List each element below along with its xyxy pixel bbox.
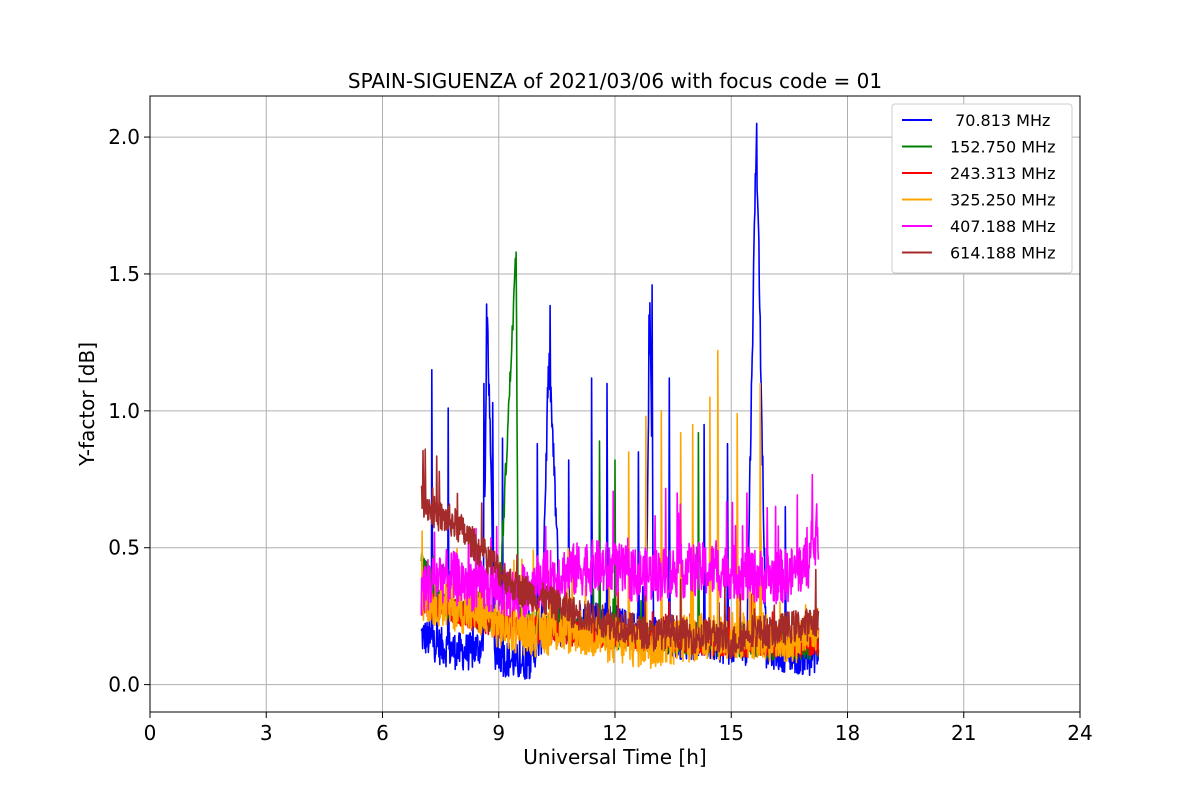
series-line [420, 473, 820, 620]
x-tick-label: 9 [492, 721, 505, 745]
series-layer [420, 122, 820, 680]
legend-box [891, 103, 1073, 274]
legend-label: 70.813 MHz [950, 111, 1050, 130]
legend: 70.813 MHz 152.750 MHz 243.313 MHz 325.250 … [891, 103, 1073, 274]
y-tick-label: 1.0 [108, 399, 140, 423]
y-axis: 0.0 0.5 1.0 1.5 2.0 [108, 125, 150, 697]
x-tick-label: 3 [260, 721, 273, 745]
x-tick-label: 18 [835, 721, 860, 745]
legend-label: 325.250 MHz [950, 191, 1055, 210]
legend-label: 407.188 MHz [950, 217, 1055, 236]
x-tick-label: 15 [719, 721, 744, 745]
x-tick-label: 0 [144, 721, 157, 745]
x-axis-title: Universal Time [h] [523, 745, 706, 769]
series-line [420, 448, 820, 660]
series-line [420, 122, 820, 680]
y-tick-label: 2.0 [108, 125, 140, 149]
y-axis-title: Y-factor [dB] [75, 342, 99, 467]
x-tick-label: 21 [951, 721, 976, 745]
x-tick-label: 24 [1067, 721, 1092, 745]
chart-title: SPAIN-SIGUENZA of 2021/03/06 with focus … [348, 69, 882, 93]
x-axis: 0 3 6 9 12 15 18 21 24 [144, 712, 1093, 745]
x-tick-label: 12 [602, 721, 627, 745]
y-tick-label: 0.5 [108, 536, 140, 560]
legend-label: 152.750 MHz [950, 138, 1055, 157]
legend-label: 614.188 MHz [950, 244, 1055, 263]
y-tick-label: 0.0 [108, 673, 140, 697]
legend-label: 243.313 MHz [950, 164, 1055, 183]
x-tick-label: 6 [376, 721, 389, 745]
y-tick-label: 1.5 [108, 262, 140, 286]
